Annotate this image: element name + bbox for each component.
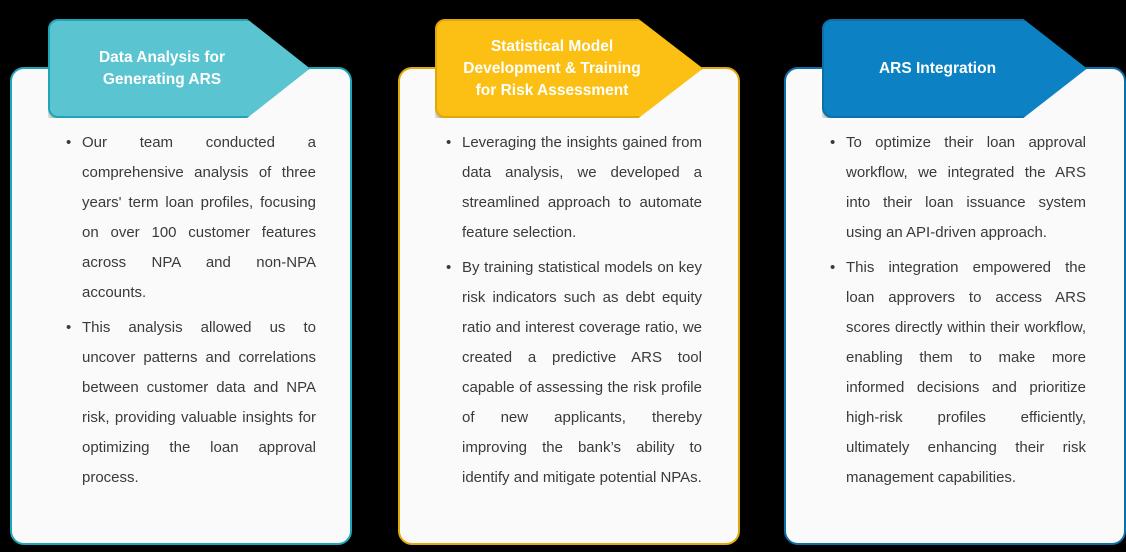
bullet-list-ars-integration: To optimize their loan approval workflow… [828,128,1086,498]
card-banner-statistical-model: Statistical Model Development & Training… [435,19,703,118]
bullet-list-statistical-model: Leveraging the insights gained from data… [444,128,702,498]
list-item: Leveraging the insights gained from data… [444,128,702,248]
card-banner-ars-integration: ARS Integration [822,19,1087,118]
list-item: This integration empowered the loan appr… [828,253,1086,493]
list-item: This analysis allowed us to uncover patt… [64,313,316,493]
list-item: To optimize their loan approval workflow… [828,128,1086,248]
banner-title-statistical-model: Statistical Model Development & Training… [463,37,641,99]
banner-title-ars-integration: ARS Integration [878,59,997,77]
list-item: By training statistical models on key ri… [444,253,702,493]
list-item: Our team conducted a comprehensive analy… [64,128,316,308]
banner-title-data-analysis: Data Analysis for Generating ARS [98,48,226,88]
card-banner-data-analysis: Data Analysis for Generating ARS [48,19,310,118]
bullet-list-data-analysis: Our team conducted a comprehensive analy… [64,128,316,498]
